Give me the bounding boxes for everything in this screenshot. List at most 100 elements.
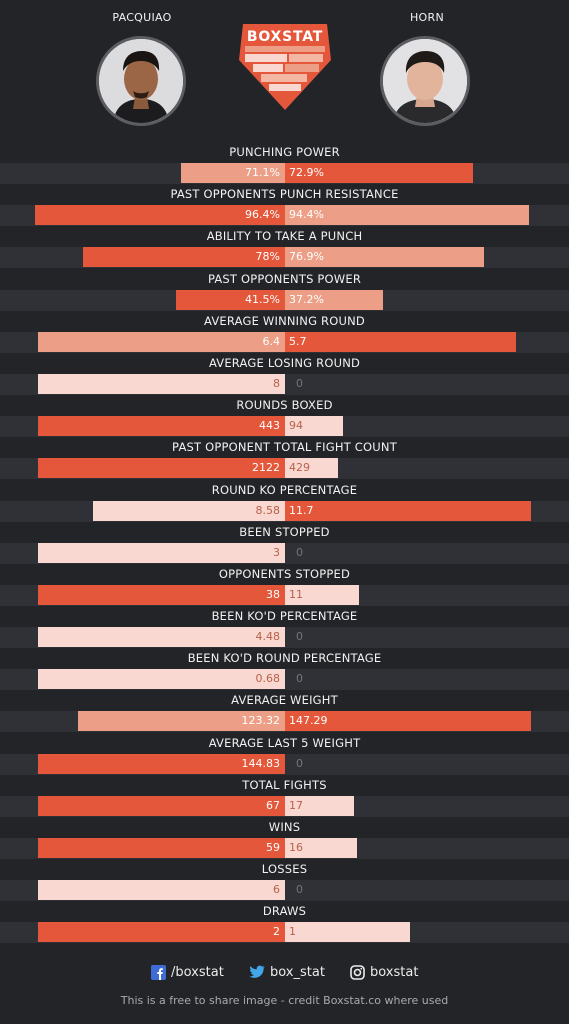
stat-row: AVERAGE WINNING ROUND 6.4 5.7 <box>0 310 569 353</box>
stat-title: BEEN KO'D PERCENTAGE <box>0 606 569 628</box>
stat-row: ROUNDS BOXED 443 94 <box>0 395 569 438</box>
comparison-header: PACQUIAO HORN BOXSTAT <box>0 0 569 140</box>
left-fighter-bar: 2 <box>38 922 285 943</box>
stat-title: BEEN KO'D ROUND PERCENTAGE <box>0 648 569 670</box>
stat-title: WINS <box>0 817 569 838</box>
right-fighter-value: 0 <box>296 756 303 770</box>
right-fighter-name: HORN <box>409 11 444 24</box>
stat-bar-track: 96.4% 94.4% <box>0 205 569 227</box>
logo-text: BOXSTAT <box>246 29 324 45</box>
right-fighter-value: 0 <box>296 672 303 686</box>
stat-bar-track: 78% 76.9% <box>0 247 569 269</box>
stat-bar-track: 6.4 5.7 <box>0 331 569 353</box>
stat-title: TOTAL FIGHTS <box>0 774 569 796</box>
right-fighter-bar: 1 <box>285 922 410 943</box>
left-fighter-bar: 6 <box>38 880 285 901</box>
facebook-handle: /boxstat <box>171 964 224 980</box>
stat-title: OPPONENTS STOPPED <box>0 563 569 585</box>
stat-title: ROUND KO PERCENTAGE <box>0 479 569 501</box>
stat-comparison-chart: PUNCHING POWER 71.1% 72.9% PAST OPPONENTS P… <box>0 142 569 944</box>
stat-bar-track: 443 94 <box>0 416 569 438</box>
instagram-link[interactable]: boxstat <box>350 963 418 981</box>
stat-row: BEEN KO'D PERCENTAGE 4.48 0 <box>0 606 569 649</box>
right-fighter-bar: 11.7 <box>285 500 531 521</box>
stat-row: BEEN KO'D ROUND PERCENTAGE 0.68 0 <box>0 648 569 691</box>
right-fighter-value: 0 <box>296 545 303 559</box>
stat-bar-track: 71.1% 72.9% <box>0 163 569 184</box>
stat-title: PAST OPPONENTS POWER <box>0 268 569 290</box>
left-fighter-bar: 96.4% <box>35 205 285 226</box>
left-fighter-bar: 123.32 <box>78 711 285 732</box>
left-fighter-avatar <box>96 36 186 126</box>
right-fighter-bar: 429 <box>285 458 338 479</box>
stat-title: LOSSES <box>0 859 569 881</box>
instagram-handle: boxstat <box>370 964 419 980</box>
stat-bar-track: 8.58 11.7 <box>0 500 569 522</box>
left-fighter-bar: 67 <box>38 795 285 816</box>
right-fighter-bar: 94 <box>285 416 343 437</box>
left-fighter-bar: 443 <box>38 416 285 437</box>
stat-bar-track: 41.5% 37.2% <box>0 289 569 311</box>
stat-title: AVERAGE WINNING ROUND <box>0 310 569 332</box>
instagram-icon <box>350 964 365 980</box>
twitter-handle: box_stat <box>270 964 325 980</box>
stat-row: PUNCHING POWER 71.1% 72.9% <box>0 142 569 184</box>
left-fighter-bar: 78% <box>83 247 285 268</box>
left-fighter-name: PACQUIAO <box>112 11 172 24</box>
right-fighter-bar: 11 <box>285 584 359 605</box>
left-fighter-bar: 144.83 <box>38 753 285 774</box>
stat-row: WINS 59 16 <box>0 817 569 859</box>
left-fighter-bar: 0.68 <box>38 669 285 690</box>
right-fighter-bar: 94.4% <box>285 205 529 226</box>
stat-row: AVERAGE LAST 5 WEIGHT 144.83 0 <box>0 732 569 775</box>
stat-row: LOSSES 6 0 <box>0 859 569 902</box>
stat-row: AVERAGE WEIGHT 123.32 147.29 <box>0 690 569 733</box>
stat-bar-track: 67 17 <box>0 795 569 817</box>
stat-bar-track: 2122 429 <box>0 458 569 480</box>
stat-title: BEEN STOPPED <box>0 521 569 543</box>
right-fighter-bar: 76.9% <box>285 247 484 268</box>
stat-title: PAST OPPONENT TOTAL FIGHT COUNT <box>0 437 569 459</box>
left-fighter-bar: 8 <box>38 373 285 394</box>
right-fighter-value: 0 <box>296 630 303 644</box>
stat-row: TOTAL FIGHTS 67 17 <box>0 774 569 817</box>
stat-title: ABILITY TO TAKE A PUNCH <box>0 226 569 248</box>
stat-row: ABILITY TO TAKE A PUNCH 78% 76.9% <box>0 226 569 269</box>
stat-title: PAST OPPONENTS PUNCH RESISTANCE <box>0 184 569 206</box>
stat-row: PAST OPPONENT TOTAL FIGHT COUNT 2122 429 <box>0 437 569 480</box>
stat-bar-track: 0.68 0 <box>0 669 569 691</box>
left-fighter-bar: 8.58 <box>93 500 285 521</box>
right-fighter-bar: 147.29 <box>285 711 531 732</box>
stat-bar-track: 4.48 0 <box>0 627 569 649</box>
right-fighter-bar: 17 <box>285 795 354 816</box>
right-fighter-bar: 72.9% <box>285 163 473 183</box>
twitter-icon <box>249 965 265 978</box>
footer: /boxstat box_stat boxstat This is a free… <box>0 955 569 1024</box>
right-fighter-avatar <box>380 36 470 126</box>
stat-row: BEEN STOPPED 3 0 <box>0 521 569 564</box>
stat-title: AVERAGE LOSING ROUND <box>0 352 569 374</box>
right-fighter-value: 0 <box>296 883 303 897</box>
right-fighter-bar: 16 <box>285 838 357 858</box>
left-fighter-bar: 3 <box>38 542 285 563</box>
facebook-icon <box>151 964 166 980</box>
right-fighter-bar: 37.2% <box>285 289 383 310</box>
stat-title: AVERAGE WEIGHT <box>0 690 569 712</box>
twitter-link[interactable]: box_stat <box>249 963 325 981</box>
right-fighter-portrait-icon <box>383 39 467 123</box>
left-fighter-portrait-icon <box>99 39 183 123</box>
stat-row: AVERAGE LOSING ROUND 8 0 <box>0 352 569 395</box>
stat-title: PUNCHING POWER <box>0 142 569 163</box>
left-fighter-bar: 38 <box>38 584 285 605</box>
credit-note: This is a free to share image - credit B… <box>120 994 449 1007</box>
stat-bar-track: 144.83 0 <box>0 753 569 775</box>
left-fighter-bar: 2122 <box>38 458 285 479</box>
left-fighter-bar: 4.48 <box>38 627 285 648</box>
stat-bar-track: 38 11 <box>0 584 569 606</box>
stat-row: OPPONENTS STOPPED 38 11 <box>0 563 569 606</box>
facebook-link[interactable]: /boxstat <box>151 963 224 981</box>
right-fighter-value: 0 <box>296 376 303 390</box>
stat-title: ROUNDS BOXED <box>0 395 569 417</box>
